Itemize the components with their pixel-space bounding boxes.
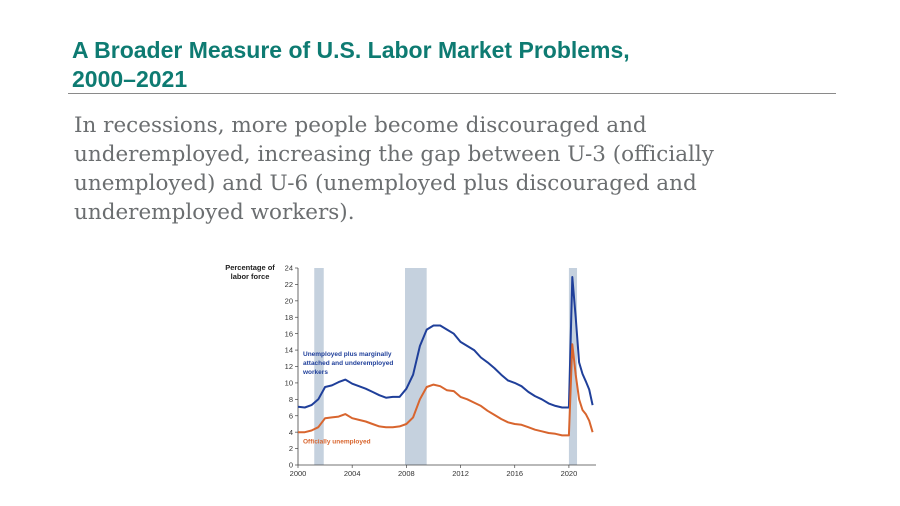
series-line-u3 bbox=[298, 343, 594, 437]
slide-title: A Broader Measure of U.S. Labor Market P… bbox=[72, 36, 832, 94]
title-divider bbox=[68, 93, 836, 94]
y-tick-label: 20 bbox=[285, 296, 293, 305]
y-tick-label: 24 bbox=[285, 264, 293, 273]
x-tick-label: 2020 bbox=[561, 469, 578, 478]
chart-series bbox=[297, 276, 594, 437]
body-line-4: underemployed workers). bbox=[74, 200, 355, 225]
series-label-u6-line: attached and underemployed bbox=[303, 360, 393, 367]
series-label-u6-line: Unemployed plus marginally bbox=[303, 351, 392, 358]
slide-title-line-1: A Broader Measure of U.S. Labor Market P… bbox=[72, 37, 630, 63]
series-line-u6 bbox=[297, 276, 594, 409]
body-line-1: In recessions, more people become discou… bbox=[74, 113, 647, 138]
x-tick-label: 2004 bbox=[344, 469, 361, 478]
x-tick-label: 2016 bbox=[506, 469, 523, 478]
series-label-u3-line: Officially unemployed bbox=[303, 439, 371, 446]
y-axis-label-line-1: Percentage of bbox=[225, 263, 275, 272]
x-tick-label: 2008 bbox=[398, 469, 415, 478]
series-label-u6-line: workers bbox=[302, 369, 328, 376]
y-tick-label: 16 bbox=[285, 329, 293, 338]
y-axis-label-line-2: labor force bbox=[231, 272, 270, 281]
y-tick-label: 4 bbox=[289, 428, 293, 437]
y-tick-label: 18 bbox=[285, 313, 293, 322]
recession-band-3 bbox=[568, 268, 578, 465]
x-tick-label: 2012 bbox=[452, 469, 469, 478]
recession-band-1 bbox=[314, 268, 324, 465]
y-tick-label: 2 bbox=[289, 444, 293, 453]
slide-body-text: In recessions, more people become discou… bbox=[74, 111, 774, 227]
body-line-3: unemployed) and U-6 (unemployed plus dis… bbox=[74, 171, 697, 196]
unemployment-chart: 0 2 4 6 8 10 12 14 16 18 20 22 24 2000 2004 2008 2012 201… bbox=[220, 258, 620, 488]
body-line-2: underemployed, increasing the gap betwee… bbox=[74, 142, 714, 167]
x-tick-label: 2000 bbox=[290, 469, 307, 478]
slide-title-line-2: 2000–2021 bbox=[72, 66, 188, 92]
y-tick-label: 22 bbox=[285, 280, 293, 289]
y-tick-label: 6 bbox=[289, 411, 293, 420]
y-tick-label: 8 bbox=[289, 395, 293, 404]
chart-labels: Percentage of labor force Unemployed plu… bbox=[225, 263, 393, 446]
y-tick-label: 10 bbox=[285, 379, 293, 388]
y-tick-label: 12 bbox=[285, 362, 293, 371]
y-tick-label: 14 bbox=[285, 346, 293, 355]
y-tick-label: 0 bbox=[289, 461, 293, 470]
